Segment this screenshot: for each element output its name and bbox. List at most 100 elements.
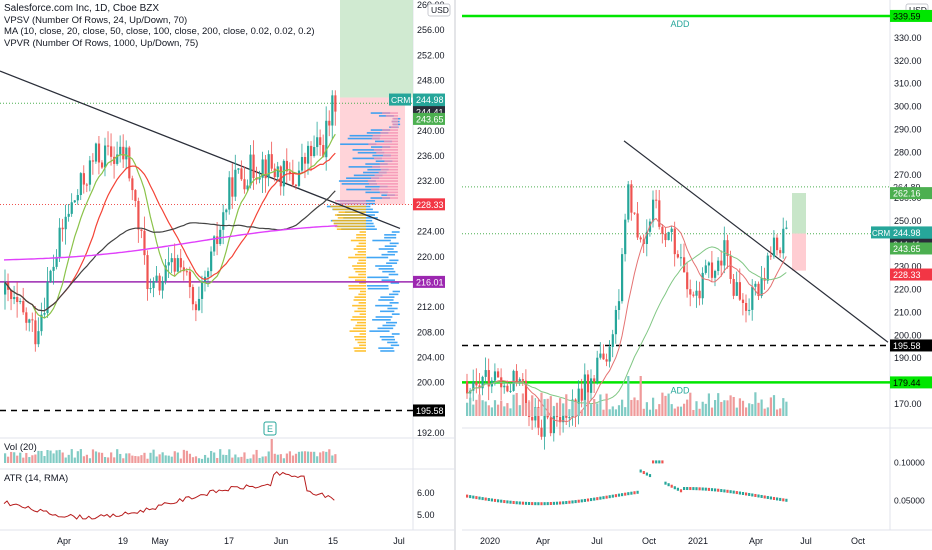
- lower-pane-candle: [648, 474, 652, 478]
- price-candle: [210, 251, 213, 272]
- right-volume-bar: [642, 408, 645, 416]
- lower-pane-candle: [741, 491, 745, 495]
- right-price-axis-tick: 250.00: [894, 216, 922, 226]
- volume-bar: [203, 454, 207, 463]
- volume-profile-bar: [349, 134, 381, 137]
- price-candle: [216, 236, 219, 244]
- volume-profile-bar: [365, 185, 388, 188]
- weekly-candle: [552, 416, 555, 434]
- lower-pane-candle: [574, 500, 577, 504]
- lower-pane-candle: [602, 496, 605, 500]
- last-price-label: 244.98: [416, 95, 444, 105]
- volume-profile-bar: [369, 183, 398, 185]
- volume-profile-bar: [350, 319, 366, 321]
- ma-indicator-label[interactable]: MA (10, close, 20, close, 50, close, 100…: [4, 26, 315, 37]
- price-candle: [137, 200, 140, 230]
- lower-pane-candle: [704, 487, 707, 491]
- price-label-216-01-box: [413, 275, 445, 288]
- price-label-228-33: 228.33: [416, 200, 444, 210]
- weekly-candle: [701, 272, 704, 299]
- price-candle: [119, 146, 122, 155]
- weekly-candle: [475, 381, 478, 386]
- volume-profile-bar: [352, 304, 366, 307]
- lower-pane-candle: [590, 498, 593, 502]
- weekly-candle: [729, 255, 732, 279]
- volume-profile-bar: [354, 253, 366, 256]
- price-candle: [125, 147, 128, 160]
- volume-profile-bar: [334, 225, 366, 228]
- volume-bar: [237, 457, 240, 463]
- lower-pane-candle: [745, 492, 748, 496]
- lower-pane-candle: [565, 501, 568, 505]
- right-price-axis-tick: 310.00: [894, 79, 922, 89]
- vpvr-indicator-label[interactable]: VPVR (Number Of Rows, 1000, Up/Down, 75): [4, 37, 199, 49]
- weekly-candle: [583, 374, 586, 401]
- right-volume-bar: [757, 402, 760, 416]
- lower-pane-candle: [686, 487, 689, 491]
- price-label-195-58: 195.58: [416, 406, 444, 416]
- lower-pane-candle: [583, 498, 586, 502]
- lower-pane-candle: [763, 495, 766, 499]
- price-candle: [322, 145, 325, 158]
- volume-profile-bar: [385, 115, 398, 117]
- right-volume-bar: [748, 403, 751, 416]
- right-volume-bar: [782, 398, 785, 416]
- right-price-label-243-65: 243.65: [893, 244, 921, 254]
- right-volume-bar: [772, 395, 776, 416]
- volume-bar: [252, 454, 255, 463]
- atr-pane-label[interactable]: ATR (14, RMA): [4, 473, 69, 484]
- price-candle: [79, 173, 82, 196]
- right-volume-bar: [543, 399, 546, 416]
- volume-profile-bar: [392, 123, 398, 126]
- lower-pane-candle: [509, 500, 512, 504]
- lower-pane-candle: [549, 502, 552, 506]
- symbol-title[interactable]: Salesforce.com Inc, 1D, Cboe BZX: [4, 3, 160, 14]
- lower-pane-candle: [652, 460, 655, 464]
- lower-pane-candle: [772, 496, 776, 500]
- price-axis-tick: 252.00: [417, 50, 445, 60]
- volume-bar: [7, 456, 10, 463]
- volume-profile-bar: [379, 336, 395, 338]
- price-candle: [213, 236, 216, 252]
- volume-bar: [70, 449, 73, 463]
- volume-bar: [267, 451, 270, 463]
- volume-bar: [176, 452, 179, 463]
- price-candle: [176, 258, 179, 272]
- volume-profile-bar: [375, 304, 393, 307]
- volume-profile-bar: [367, 276, 389, 279]
- vpsv-indicator-label[interactable]: VPSV (Number Of Rows, 24, Up/Down, 70): [4, 14, 188, 26]
- price-axis-tick: 212.00: [417, 302, 445, 312]
- price-candle: [264, 159, 267, 179]
- weekly-candle: [596, 357, 599, 382]
- lower-pane-candle: [751, 493, 754, 497]
- trend-line: [0, 70, 401, 230]
- left-chart-legend: Salesforce.com Inc, 1D, Cboe BZX VPSV (N…: [4, 3, 315, 49]
- volume-bar: [52, 453, 55, 463]
- weekly-candle: [515, 370, 518, 383]
- volume-profile-bar: [366, 285, 389, 287]
- volume-pane-label[interactable]: Vol (20): [4, 442, 37, 453]
- right-volume-bar: [528, 401, 531, 416]
- right-volume-bar: [540, 392, 543, 416]
- volume-bar: [222, 454, 225, 463]
- right-volume-bar: [484, 401, 487, 416]
- price-candle: [319, 137, 322, 146]
- weekly-candle: [698, 290, 701, 299]
- weekly-candle: [521, 379, 524, 381]
- weekly-candle: [754, 283, 757, 287]
- right-volume-bar: [475, 399, 478, 416]
- right-volume-bar: [661, 392, 664, 416]
- lower-pane-candle: [617, 493, 621, 497]
- price-candle: [270, 154, 273, 169]
- left-time-tick: 17: [224, 536, 234, 546]
- right-volume-bar: [689, 392, 692, 416]
- price-candle: [231, 177, 234, 197]
- right-price-axis-tick: 300.00: [894, 102, 922, 112]
- volume-profile-bar: [391, 313, 400, 315]
- weekly-candle: [509, 390, 512, 392]
- right-price-label-243-65-box: [890, 242, 932, 255]
- price-axis-tick: 192.00: [417, 428, 445, 438]
- weekly-candle: [605, 359, 608, 362]
- volume-profile-bar: [381, 253, 395, 256]
